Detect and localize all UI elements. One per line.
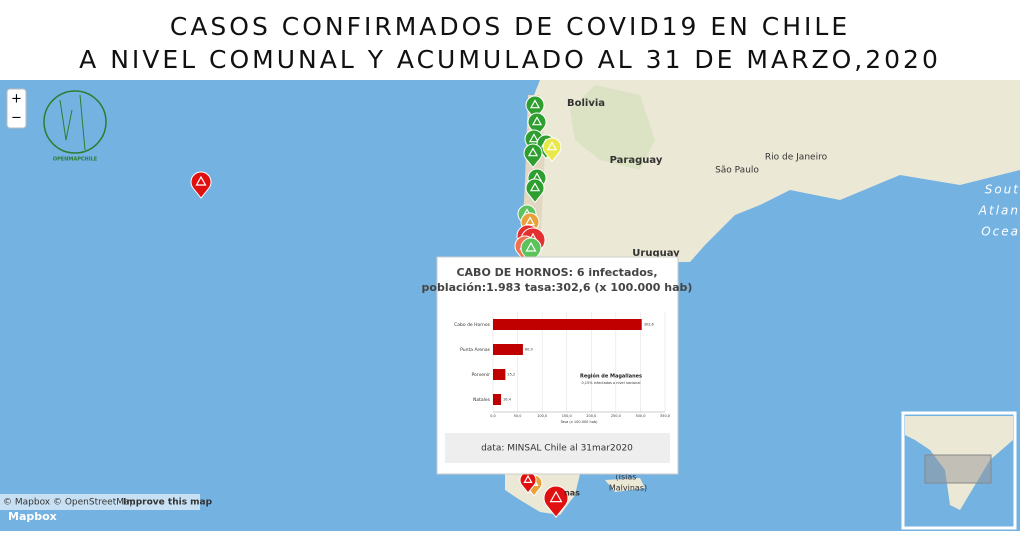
- x-tick-label: 300,0: [635, 414, 645, 418]
- annotation: Región de Magallanes: [580, 373, 642, 380]
- zoom-box: [6, 88, 27, 129]
- map-label: (Islas: [616, 473, 637, 482]
- marker-icon: [195, 175, 207, 186]
- title-line: CASOS CONFIRMADOS DE COVID19 EN CHILE: [170, 12, 850, 41]
- bar: [493, 369, 506, 380]
- popup-subtitle: población:1.983 tasa:302,6 (x 100.000 ha…: [422, 281, 693, 294]
- zoom-in[interactable]: +: [11, 92, 22, 107]
- marker-icon: [546, 141, 558, 151]
- marker-icon: [531, 116, 543, 126]
- map-label: Rio de Janeiro: [765, 153, 828, 163]
- annotation: 0,15% infectados a nivel nacional: [581, 381, 640, 385]
- map-label: Sout: [985, 183, 1020, 197]
- marker-icon: [529, 182, 541, 192]
- map-labels: Bolivia Paraguay Uruguay São Paulo Rio de Ja…: [564, 98, 1020, 498]
- y-tick-label: Punta Arenas: [460, 347, 490, 353]
- header-bg: [0, 0, 1020, 80]
- map-label: Ocea: [981, 225, 1020, 239]
- logo-lines: [59, 94, 86, 151]
- title-line: A NIVEL COMUNAL Y ACUMULADO AL 31 DE MAR…: [79, 45, 941, 74]
- map-label: Bolivia: [567, 98, 605, 109]
- map-label: Uruguay: [632, 248, 680, 259]
- x-tick-label: 150,0: [562, 414, 572, 418]
- value-label: 25,2: [507, 373, 515, 377]
- marker-icon: [528, 133, 540, 143]
- logo-globe: [43, 90, 107, 154]
- bar: [493, 394, 502, 405]
- land-region: [570, 85, 655, 170]
- zoom-out[interactable]: −: [11, 111, 22, 126]
- value-label: 60,9: [525, 348, 533, 352]
- map-label: Malvinas): [609, 484, 647, 493]
- minimap-view: [924, 454, 992, 484]
- popup-footer-bg: [445, 433, 670, 463]
- zoom-control: + −: [6, 88, 27, 129]
- marker-icon: [527, 147, 539, 157]
- malvinas: [605, 478, 645, 492]
- x-tick-label: 50,0: [514, 414, 522, 418]
- map-label: Paraguay: [610, 155, 663, 166]
- improve-link[interactable]: Improve this map: [123, 498, 213, 508]
- marker-icon: [525, 241, 537, 252]
- y-tick-label: Porvenir: [471, 372, 490, 378]
- x-tick-label: 100,0: [537, 414, 547, 418]
- x-axis-label: Tasa (x 100.000 hab): [560, 420, 599, 424]
- y-tick-label: Cabo de Hornos: [454, 322, 491, 328]
- x-tick-label: 200,0: [586, 414, 596, 418]
- marker-icon: [523, 474, 533, 483]
- value-label: 16,4: [503, 398, 512, 402]
- x-tick-label: 350,0: [660, 414, 670, 418]
- map-label: Atlan: [978, 204, 1020, 218]
- attribution: © Mapbox © OpenStreetMap Improve this ma…: [0, 494, 213, 523]
- mapbox-logo: Mapbox: [8, 510, 57, 523]
- bar: [493, 344, 523, 355]
- popup-title: CABO DE HORNOS: 6 infectados,: [456, 266, 657, 279]
- attribution-bg: [0, 494, 200, 510]
- attribution-text: © Mapbox © OpenStreetMap: [3, 498, 136, 508]
- map-label: nas: [564, 489, 580, 498]
- marker-icon: [529, 99, 541, 109]
- markers: [190, 95, 569, 519]
- value-label: 302,6: [644, 323, 654, 327]
- map-label: São Paulo: [715, 166, 759, 176]
- logo: OPENMAPCHILE: [43, 90, 107, 163]
- bar: [493, 319, 642, 330]
- popup-footer: data: MINSAL Chile al 31mar2020: [481, 444, 633, 454]
- logo-text: OPENMAPCHILE: [53, 157, 98, 163]
- land: [528, 80, 1020, 262]
- minimap: [901, 411, 1017, 530]
- x-tick-label: 0,0: [490, 414, 496, 418]
- x-tick-label: 250,0: [611, 414, 621, 418]
- marker-icon: [549, 490, 563, 503]
- popup: CABO DE HORNOS: 6 infectados, población:…: [422, 256, 693, 475]
- y-tick-label: Natales: [473, 397, 491, 403]
